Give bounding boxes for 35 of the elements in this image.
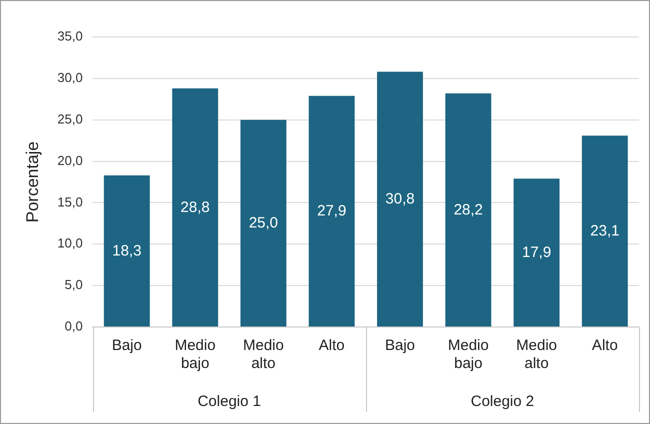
y-tick-label: 15,0 [57, 194, 83, 210]
x-tick-label: Alto [592, 337, 618, 354]
data-label: 23,1 [590, 222, 620, 240]
x-tick-label: Medio alto [242, 337, 284, 372]
data-label: 28,2 [454, 201, 483, 218]
y-tick-label: 35,0 [57, 28, 83, 44]
bar [104, 175, 150, 326]
data-label: 25,0 [248, 214, 278, 232]
x-tick-label: Medio bajo [174, 337, 216, 372]
data-label: 30,8 [385, 190, 415, 208]
x-tick-label: Medio bajo [448, 337, 489, 372]
y-tick-label: 30,0 [57, 70, 83, 86]
x-tick-label: Medio alto [516, 337, 557, 372]
bar [377, 72, 423, 326]
x-tick-label: Bajo [112, 337, 142, 354]
y-tick-label: 5,0 [64, 277, 83, 292]
y-tick-label: 25,0 [57, 111, 83, 126]
data-label: 28,8 [180, 198, 210, 216]
text: Colegio 1 [198, 393, 261, 410]
data-label: 17,9 [522, 244, 552, 261]
bar [582, 136, 628, 326]
y-axis-title: Porcentaje [22, 141, 42, 223]
y-tick-label: 20,0 [57, 152, 83, 168]
bar [240, 120, 286, 326]
bar [308, 96, 355, 326]
bar [445, 93, 492, 326]
bar [172, 88, 218, 326]
text: Colegio 2 [470, 393, 534, 410]
y-tick-label: 0,0 [64, 318, 83, 334]
bar [514, 178, 560, 326]
x-tick-label: Bajo [384, 337, 416, 354]
y-tick-label: 10,0 [57, 236, 83, 251]
x-tick-label: Alto [318, 337, 345, 354]
data-label: 27,9 [317, 202, 346, 220]
data-label: 18,3 [112, 242, 142, 260]
